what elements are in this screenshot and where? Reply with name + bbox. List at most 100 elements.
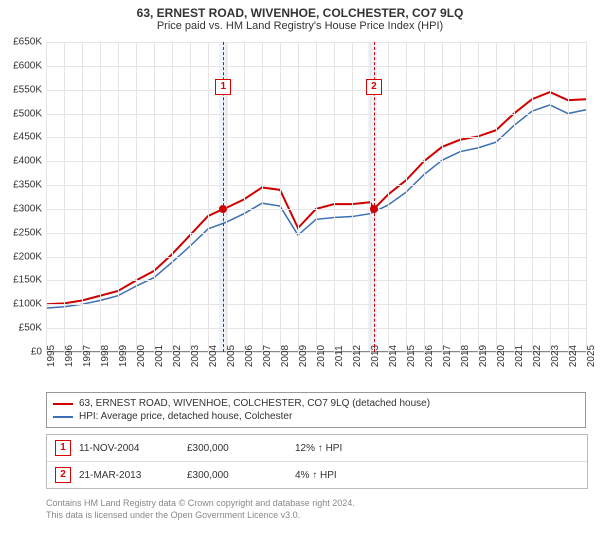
grid-line-v <box>190 42 191 352</box>
grid-line-v <box>478 42 479 352</box>
y-tick-label: £300K <box>13 203 42 214</box>
y-tick-label: £50K <box>19 323 42 334</box>
x-tick-label: 2025 <box>586 345 597 367</box>
legend-item: HPI: Average price, detached house, Colc… <box>53 410 579 423</box>
event-note: 12% ↑ HPI <box>295 443 579 454</box>
events-table: 1 11-NOV-2004 £300,000 12% ↑ HPI 2 21-MAR-201… <box>46 434 588 489</box>
grid-line-v <box>154 42 155 352</box>
chart-title: 63, ERNEST ROAD, WIVENHOE, COLCHESTER, C… <box>0 0 600 20</box>
x-tick-label: 2012 <box>352 345 363 367</box>
event-number-box: 1 <box>55 440 71 456</box>
table-row: 2 21-MAR-2013 £300,000 4% ↑ HPI <box>47 461 587 488</box>
chart-plot-area: £0£50K£100K£150K£200K£250K£300K£350K£400… <box>46 42 586 352</box>
grid-line-v <box>46 42 47 352</box>
legend-item: 63, ERNEST ROAD, WIVENHOE, COLCHESTER, C… <box>53 397 579 410</box>
grid-line-v <box>352 42 353 352</box>
x-tick-label: 2019 <box>478 345 489 367</box>
x-tick-label: 2018 <box>460 345 471 367</box>
x-tick-label: 2004 <box>208 345 219 367</box>
x-tick-label: 2000 <box>136 345 147 367</box>
y-tick-label: £400K <box>13 156 42 167</box>
x-tick-label: 2006 <box>244 345 255 367</box>
grid-line-v <box>298 42 299 352</box>
x-tick-label: 2005 <box>226 345 237 367</box>
event-number-box: 2 <box>55 467 71 483</box>
grid-line-v <box>244 42 245 352</box>
x-tick-label: 2013 <box>370 345 381 367</box>
price-marker <box>219 205 227 213</box>
grid-line-v <box>118 42 119 352</box>
x-tick-label: 2008 <box>280 345 291 367</box>
grid-line-v <box>334 42 335 352</box>
grid-line-v <box>406 42 407 352</box>
x-tick-label: 2014 <box>388 345 399 367</box>
x-tick-label: 2009 <box>298 345 309 367</box>
event-note: 4% ↑ HPI <box>295 470 579 481</box>
grid-line-v <box>568 42 569 352</box>
x-tick-label: 1995 <box>46 345 57 367</box>
event-price: £300,000 <box>187 470 287 481</box>
y-tick-label: £150K <box>13 275 42 286</box>
event-price: £300,000 <box>187 443 287 454</box>
event-date: 11-NOV-2004 <box>79 443 179 454</box>
grid-line-v <box>136 42 137 352</box>
x-tick-label: 2003 <box>190 345 201 367</box>
x-tick-label: 2020 <box>496 345 507 367</box>
grid-line-v <box>388 42 389 352</box>
grid-line-v <box>208 42 209 352</box>
x-tick-label: 2001 <box>154 345 165 367</box>
x-tick-label: 2016 <box>424 345 435 367</box>
grid-line-v <box>64 42 65 352</box>
grid-line-v <box>532 42 533 352</box>
grid-line-v <box>82 42 83 352</box>
x-tick-label: 2017 <box>442 345 453 367</box>
grid-line-v <box>496 42 497 352</box>
y-tick-label: £450K <box>13 132 42 143</box>
x-tick-label: 2022 <box>532 345 543 367</box>
grid-line-v <box>280 42 281 352</box>
y-tick-label: £200K <box>13 251 42 262</box>
legend-swatch <box>53 403 73 405</box>
chart-subtitle: Price paid vs. HM Land Registry's House … <box>0 20 600 36</box>
y-tick-label: £0 <box>31 347 42 358</box>
y-tick-label: £550K <box>13 84 42 95</box>
x-tick-label: 2015 <box>406 345 417 367</box>
copyright-line2: This data is licensed under the Open Gov… <box>46 510 355 522</box>
x-tick-label: 2002 <box>172 345 183 367</box>
price-marker <box>370 205 378 213</box>
x-tick-label: 1998 <box>100 345 111 367</box>
y-tick-label: £100K <box>13 299 42 310</box>
copyright-line1: Contains HM Land Registry data © Crown c… <box>46 498 355 510</box>
y-tick-label: £600K <box>13 60 42 71</box>
grid-line-v <box>316 42 317 352</box>
legend-label: HPI: Average price, detached house, Colc… <box>79 411 292 422</box>
grid-line-v <box>262 42 263 352</box>
grid-line-v <box>424 42 425 352</box>
grid-line-v <box>550 42 551 352</box>
legend-label: 63, ERNEST ROAD, WIVENHOE, COLCHESTER, C… <box>79 398 430 409</box>
event-date: 21-MAR-2013 <box>79 470 179 481</box>
x-tick-label: 2023 <box>550 345 561 367</box>
x-tick-label: 2024 <box>568 345 579 367</box>
grid-line-v <box>514 42 515 352</box>
copyright-notice: Contains HM Land Registry data © Crown c… <box>46 498 355 521</box>
figure: 63, ERNEST ROAD, WIVENHOE, COLCHESTER, C… <box>0 0 600 560</box>
grid-line-v <box>100 42 101 352</box>
grid-line-v <box>586 42 587 352</box>
x-tick-label: 1996 <box>64 345 75 367</box>
y-tick-label: £650K <box>13 37 42 48</box>
x-tick-label: 2010 <box>316 345 327 367</box>
y-tick-label: £500K <box>13 108 42 119</box>
x-tick-label: 1999 <box>118 345 129 367</box>
event-marker-box: 1 <box>215 79 231 95</box>
x-tick-label: 2007 <box>262 345 273 367</box>
x-tick-label: 2021 <box>514 345 525 367</box>
legend-swatch <box>53 416 73 418</box>
grid-line-v <box>460 42 461 352</box>
x-tick-label: 2011 <box>334 345 345 367</box>
grid-line-v <box>442 42 443 352</box>
event-marker-box: 2 <box>366 79 382 95</box>
table-row: 1 11-NOV-2004 £300,000 12% ↑ HPI <box>47 435 587 461</box>
x-tick-label: 1997 <box>82 345 93 367</box>
y-tick-label: £350K <box>13 180 42 191</box>
